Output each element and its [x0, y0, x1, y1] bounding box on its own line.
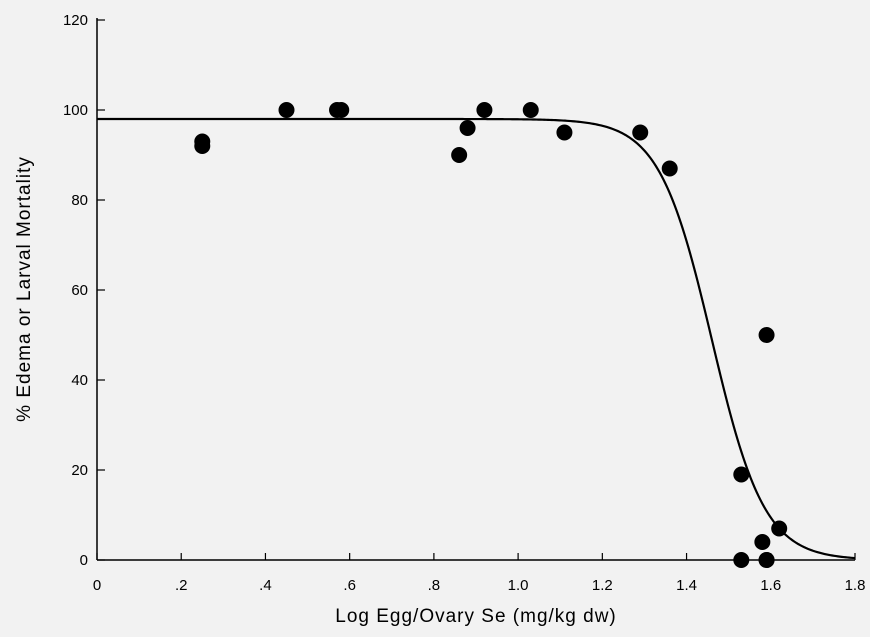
x-tick-label: 1.4	[676, 577, 697, 594]
data-point	[278, 102, 295, 118]
y-tick-label: 80	[71, 192, 88, 209]
x-tick-label: .2	[175, 577, 188, 594]
data-point	[733, 466, 750, 483]
y-tick-label: 120	[63, 12, 88, 29]
y-tick-label: 100	[63, 102, 88, 119]
data-point	[556, 124, 573, 141]
x-tick-label: 1.6	[760, 577, 781, 594]
y-tick-label: 0	[80, 552, 88, 569]
data-point	[754, 534, 771, 550]
data-point	[194, 138, 211, 154]
data-point	[771, 520, 788, 537]
data-point	[333, 102, 350, 118]
x-axis-label: Log Egg/Ovary Se (mg/kg dw)	[335, 606, 617, 627]
y-tick-label: 20	[71, 462, 88, 479]
data-points	[194, 102, 788, 568]
data-point	[451, 147, 468, 163]
x-tick-label: .8	[428, 577, 441, 594]
plot-area: 0 20 40 60 80 100 120 0 .2 .4 .6 .8 1.0 1.2 1.4 1.6 1.8	[63, 12, 865, 594]
data-point	[632, 124, 649, 141]
data-point	[758, 552, 775, 568]
data-point	[661, 160, 678, 177]
y-tick-label: 40	[71, 372, 88, 389]
fit-curve	[97, 117, 856, 560]
x-axis-ticks: 0 .2 .4 .6 .8 1.0 1.2 1.4 1.6 1.8	[93, 553, 866, 594]
data-point	[459, 120, 476, 136]
data-point	[758, 327, 775, 343]
data-point	[733, 552, 750, 568]
data-point	[522, 102, 539, 118]
y-axis-ticks: 0 20 40 60 80 100 120	[63, 12, 105, 569]
x-tick-label: .4	[259, 577, 272, 594]
x-tick-label: 1.2	[592, 577, 613, 594]
data-point	[476, 102, 493, 118]
y-tick-label: 60	[71, 282, 88, 299]
x-tick-label: 1.0	[508, 577, 529, 594]
x-tick-label: .6	[343, 577, 356, 594]
x-tick-label: 1.8	[845, 577, 866, 594]
x-tick-label: 0	[93, 577, 101, 594]
y-axis-label: % Edema or Larval Mortality	[14, 156, 35, 422]
